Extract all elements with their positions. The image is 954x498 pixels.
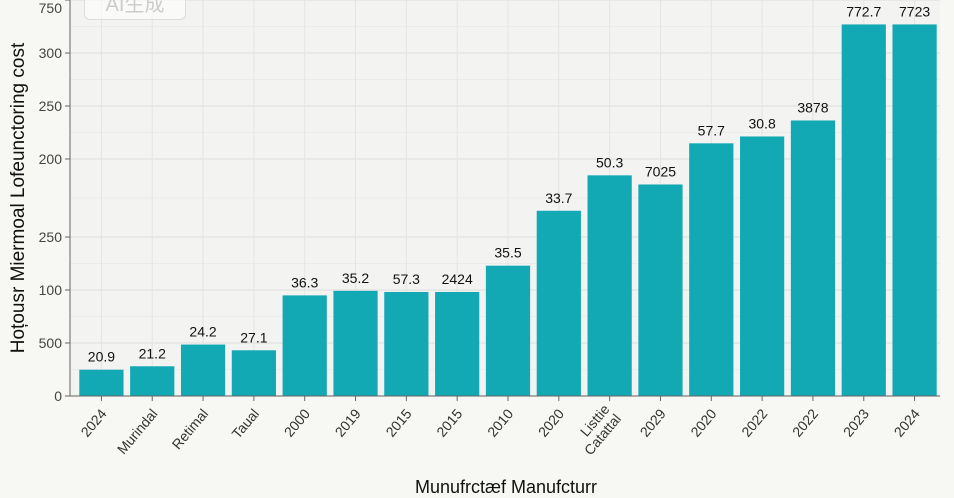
bar bbox=[638, 184, 683, 396]
data-label: 36.3 bbox=[291, 274, 318, 290]
x-tick-label: Retimal bbox=[169, 406, 212, 453]
bar bbox=[485, 265, 531, 396]
y-tick-label: 750 bbox=[39, 0, 63, 16]
x-tick-label: 2024 bbox=[891, 405, 923, 439]
data-label: 35.2 bbox=[342, 270, 369, 286]
data-label: 57.7 bbox=[698, 122, 725, 138]
bar bbox=[180, 344, 226, 396]
data-label: 7025 bbox=[645, 163, 676, 179]
bar bbox=[536, 210, 581, 396]
data-label: 7723 bbox=[899, 3, 930, 19]
x-tick-label: 2023 bbox=[840, 405, 872, 439]
y-tick-label: 200 bbox=[39, 151, 63, 167]
x-tick-label: 2020 bbox=[687, 405, 719, 439]
data-labels: 20.9 21.2 24.2 27.1 36.3 35.2 57.3 2424 35.5 33.7… bbox=[88, 3, 931, 364]
bar bbox=[231, 350, 276, 396]
bar bbox=[282, 295, 327, 396]
data-label: 2424 bbox=[442, 271, 473, 287]
data-label: 21.2 bbox=[139, 345, 166, 361]
y-tick-label: 300 bbox=[39, 45, 63, 61]
x-tick-label: 2010 bbox=[484, 405, 516, 439]
y-axis-label: Hoțousr Miermoal Lofeunctoring cost bbox=[8, 42, 29, 353]
data-label: 27.1 bbox=[240, 329, 267, 345]
x-tick-label: 2029 bbox=[636, 405, 668, 439]
bars bbox=[79, 24, 937, 397]
x-tick-label: 2019 bbox=[332, 405, 364, 439]
data-label: 24.2 bbox=[189, 324, 216, 340]
x-axis-ticks: 2024 Murindal Retimal Taual 2000 2019 2015 2015… bbox=[77, 396, 923, 458]
data-label: 772.7 bbox=[846, 3, 881, 19]
y-axis-ticks: 0 500 100 250 200 250 300 750 bbox=[39, 0, 70, 404]
data-label: 30.8 bbox=[748, 115, 775, 131]
x-tick-label: Taual bbox=[228, 406, 262, 442]
bar bbox=[435, 291, 480, 396]
x-tick-label: Murindal bbox=[114, 406, 161, 457]
bar bbox=[892, 24, 937, 397]
x-tick-label: 2022 bbox=[738, 405, 770, 439]
bar bbox=[130, 366, 175, 396]
bar bbox=[587, 175, 632, 396]
x-tick-label: 2022 bbox=[789, 405, 821, 439]
bar bbox=[333, 290, 378, 396]
data-label: 3878 bbox=[797, 99, 828, 115]
data-label: 33.7 bbox=[545, 190, 572, 206]
data-label: 35.5 bbox=[494, 245, 521, 261]
bar bbox=[841, 24, 886, 397]
data-label: 20.9 bbox=[88, 349, 115, 365]
bar bbox=[384, 291, 429, 396]
x-tick-label: 2015 bbox=[382, 405, 414, 439]
bar bbox=[689, 143, 734, 396]
y-tick-label: 0 bbox=[54, 388, 62, 404]
x-tick-label: ListtieCatattal bbox=[569, 401, 624, 458]
y-tick-label: 100 bbox=[39, 282, 63, 298]
data-label: 57.3 bbox=[393, 271, 420, 287]
bar bbox=[790, 120, 836, 396]
y-tick-label: 250 bbox=[39, 229, 63, 245]
x-axis-label: Munufrctæf Manufcturr bbox=[415, 477, 597, 497]
y-tick-label: 500 bbox=[39, 335, 63, 351]
x-tick-label: 2000 bbox=[281, 405, 313, 439]
x-tick-label: 2020 bbox=[535, 405, 567, 439]
x-tick-label: 2015 bbox=[433, 405, 465, 439]
bar bbox=[79, 369, 124, 396]
x-tick-label: 2024 bbox=[77, 405, 109, 439]
y-tick-label: 250 bbox=[39, 98, 63, 114]
data-label: 50.3 bbox=[596, 154, 623, 170]
watermark-badge: AI生成 bbox=[84, 0, 186, 20]
bar bbox=[740, 136, 785, 397]
